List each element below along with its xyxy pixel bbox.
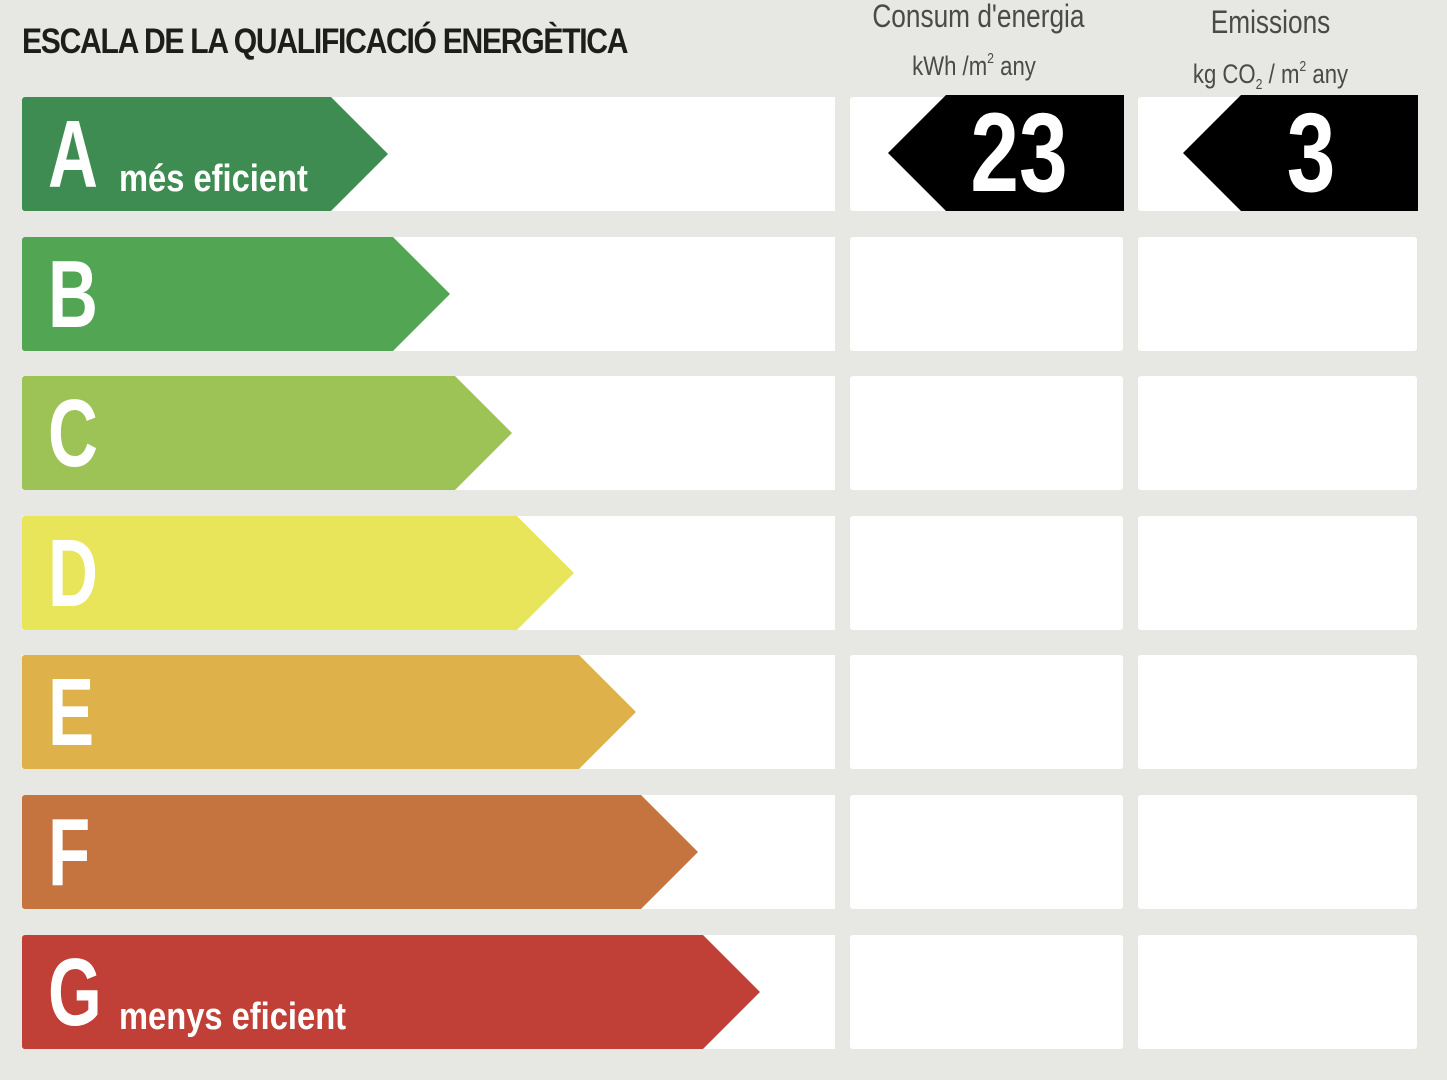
page-title: ESCALA DE LA QUALIFICACIÓ ENERGÈTICA [22,22,628,61]
energy-column-unit: kWh /m2 any [912,50,1036,81]
energy-cell-c [850,376,1123,490]
emissions-cell-e [1138,655,1417,769]
energy-cell-f [850,795,1123,909]
grade-arrow-shape-a [22,97,388,211]
emissions-cell-c [1138,376,1417,490]
grade-arrow-b: B [22,237,450,351]
grade-arrow-shape-d [22,516,574,630]
energy-badge-shape [888,95,1124,211]
energy-cell-e [850,655,1123,769]
energy-cell-b [850,237,1123,351]
grade-arrow-shape-g [22,935,760,1049]
emissions-column-title: Emissions [1210,4,1331,40]
emissions-cell-g [1138,935,1417,1049]
energy-cell-d [850,516,1123,630]
energy-column-header: Consum d'energia kWh /m2 any [872,0,1085,81]
emissions-value-badge: 3 [1183,95,1418,211]
emissions-cell-b [1138,237,1417,351]
grade-letter-d: D [48,520,98,627]
emissions-cell-f [1138,795,1417,909]
energy-cell-g [850,935,1123,1049]
emissions-cell-d [1138,516,1417,630]
grade-letter-a: A [48,101,98,208]
emissions-badge-shape [1183,95,1418,211]
grade-arrow-shape-f [22,795,698,909]
energy-value-badge: 23 [888,95,1124,211]
grade-arrow-shape-c [22,376,512,490]
grade-arrow-f: F [22,795,698,909]
grade-caption-a: més eficient [119,158,308,200]
emissions-value: 3 [1286,90,1336,215]
grade-letter-c: C [48,380,98,487]
energy-column-title: Consum d'energia [872,0,1085,34]
emissions-column-header: Emissions kg CO2 / m2 any [1162,6,1379,100]
grade-arrow-shape-e [22,655,636,769]
grade-letter-e: E [48,659,95,766]
grade-arrow-c: C [22,376,512,490]
grade-letter-f: F [48,799,91,906]
emissions-column-unit: kg CO2 / m2 any [1192,58,1349,93]
grade-arrow-d: D [22,516,574,630]
grade-letter-b: B [48,241,98,348]
grade-arrow-e: E [22,655,636,769]
grade-caption-g: menys eficient [119,996,347,1038]
grade-letter-g: G [48,939,102,1046]
energy-value: 23 [970,90,1068,215]
grade-arrow-shape-b [22,237,450,351]
